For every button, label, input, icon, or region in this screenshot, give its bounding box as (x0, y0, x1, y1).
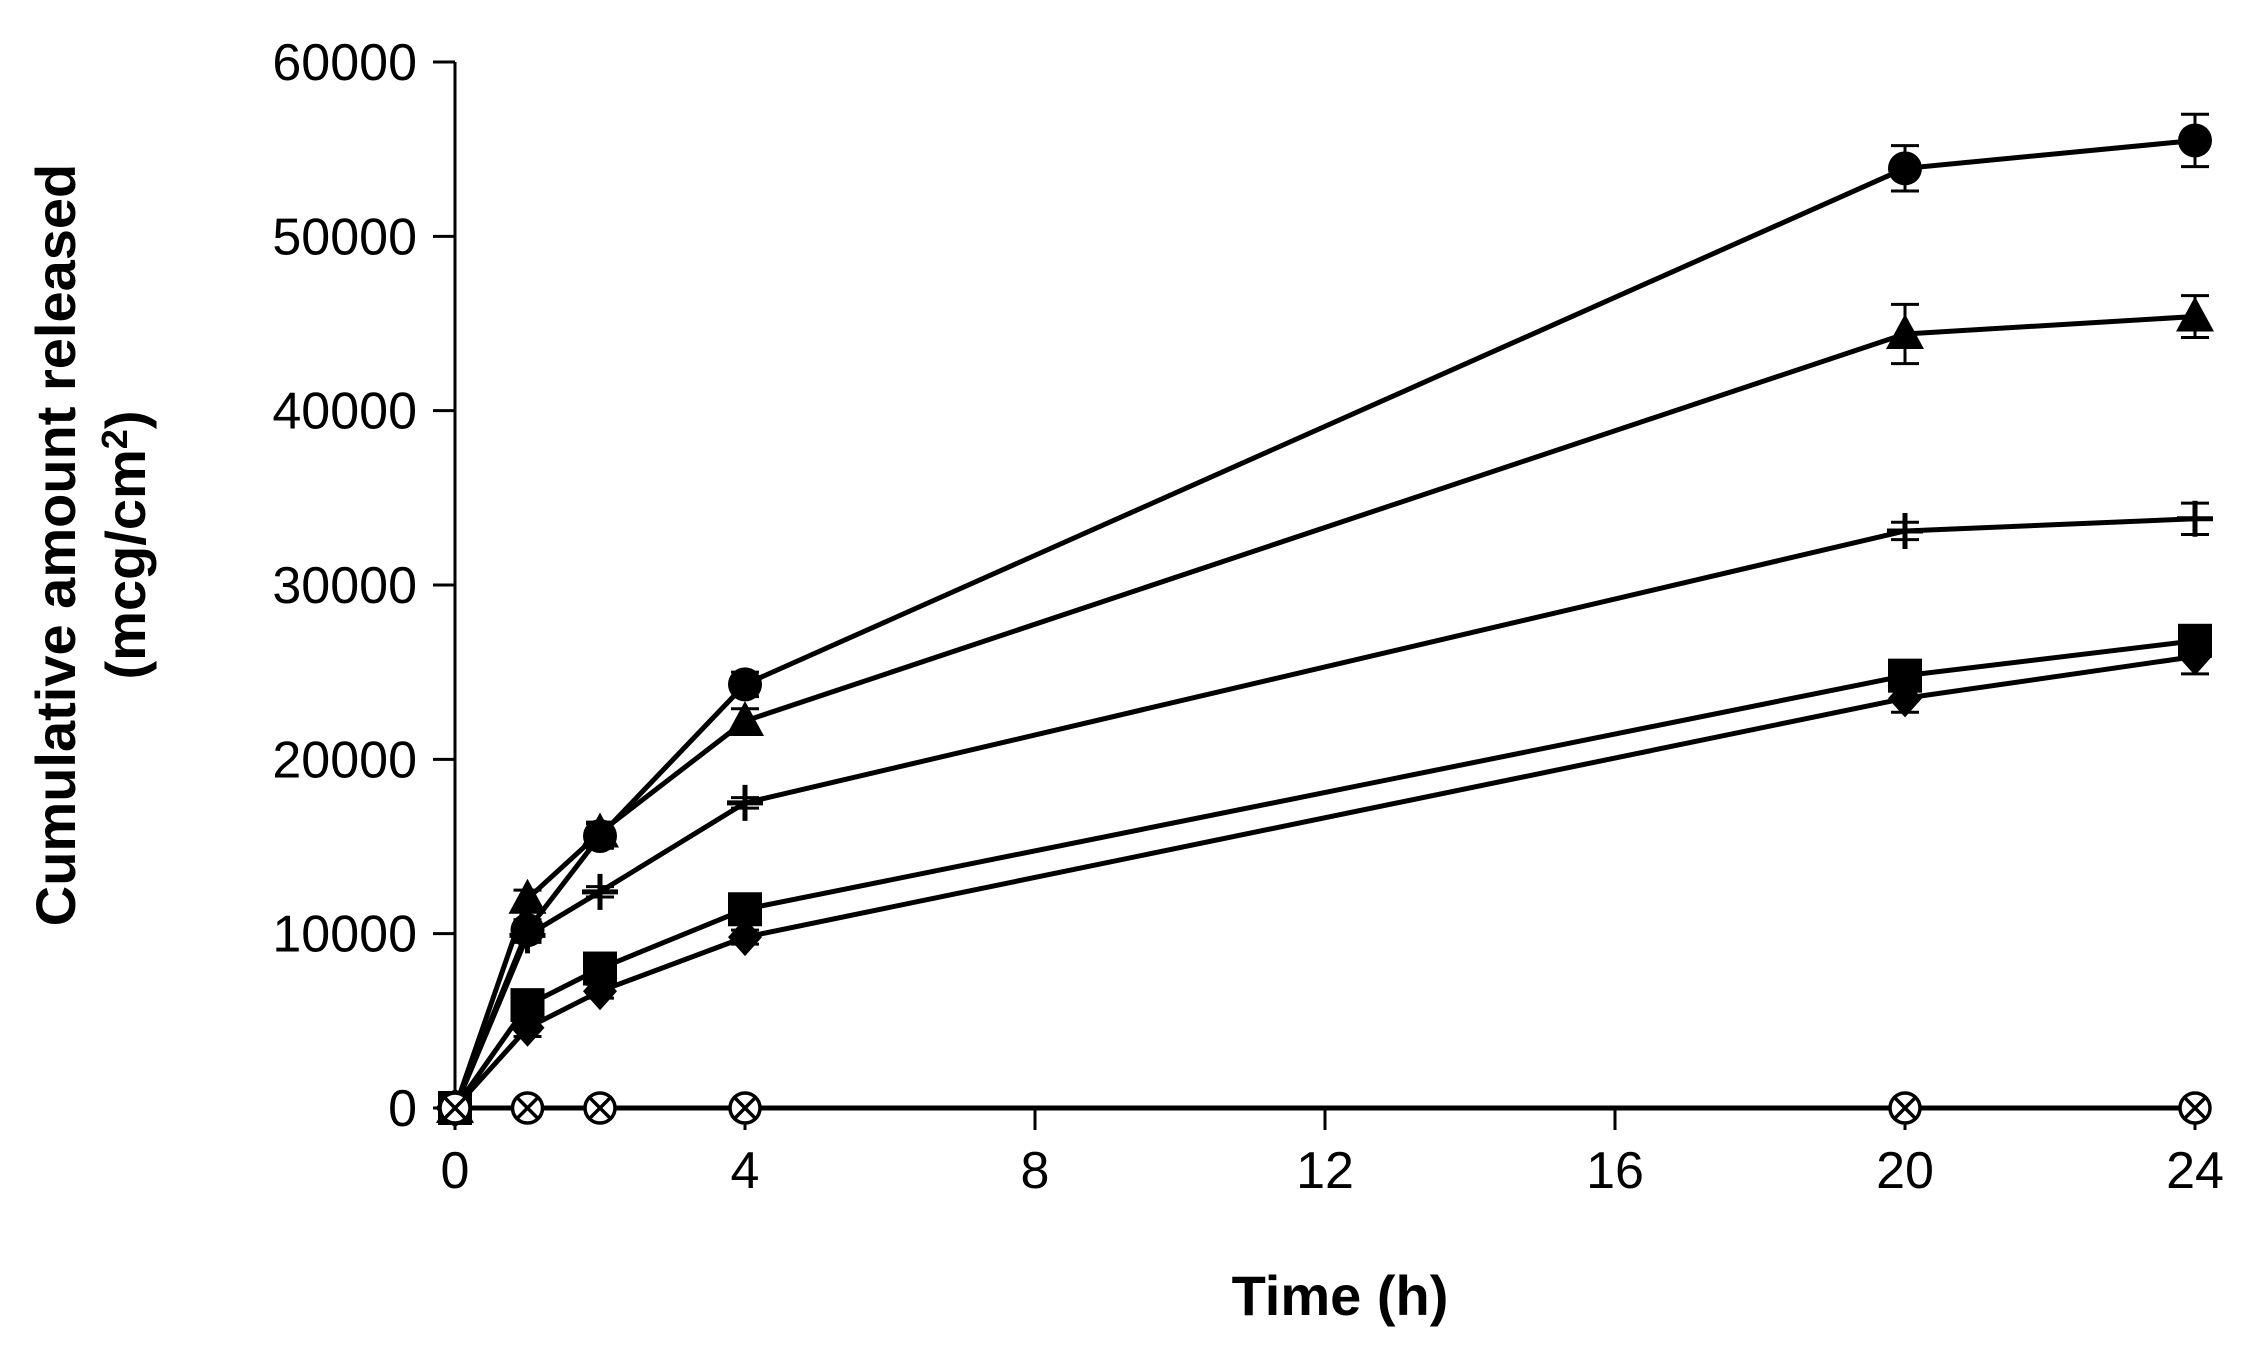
diamond-marker (728, 918, 762, 957)
plus-marker (582, 873, 618, 910)
y-axis-title-unit: (mcg/cm (94, 449, 157, 679)
y-axis-title-close-paren: ) (94, 411, 157, 430)
y-tick-label: 20000 (272, 731, 417, 789)
x-axis-title: Time (h) (1232, 1264, 1449, 1327)
circle-marker (728, 667, 762, 702)
plus-marker (727, 784, 763, 821)
series-circle-x (438, 1091, 2212, 1125)
x-tick-label: 0 (441, 1142, 470, 1200)
series-line (452, 516, 2196, 1109)
y-axis-title-superscript: 2 (94, 429, 135, 449)
y-axis-title-line1: Cumulative amount released (24, 164, 87, 926)
series-line (452, 638, 2196, 1110)
x-tick-label: 4 (731, 1142, 760, 1200)
series-layer (436, 112, 2214, 1127)
plus-marker (509, 917, 546, 954)
circle-marker (2178, 123, 2212, 158)
series-plus (437, 500, 2213, 1126)
circle-x-cross (1893, 1096, 1917, 1120)
series-line (453, 654, 2196, 1110)
x-tick-label: 24 (2166, 1142, 2224, 1200)
x-tick-label: 16 (1586, 1142, 1644, 1200)
diamond-marker (2178, 637, 2212, 676)
plus-marker (2177, 500, 2213, 537)
circle-x-cross (2183, 1096, 2207, 1120)
series-square (438, 623, 2212, 1125)
circle-marker (1888, 151, 1922, 186)
series-diamond (438, 637, 2212, 1127)
series-triangle (436, 294, 2214, 1123)
diamond-marker (583, 972, 617, 1011)
circle-x-cross (515, 1096, 540, 1120)
series-circle (438, 112, 2212, 1125)
circle-x-cross (443, 1096, 467, 1120)
y-tick-label: 40000 (272, 383, 417, 441)
y-tick-label: 0 (388, 1080, 417, 1138)
y-tick-label: 60000 (272, 34, 417, 92)
series-line (452, 137, 2196, 1109)
triangle-marker (508, 878, 547, 914)
axes: 0 10000 20000 30000 40000 50000 60000 0 4 8 12 16 20… (272, 34, 2224, 1200)
circle-x-cross (588, 1096, 612, 1120)
x-tick-label: 12 (1296, 1142, 1354, 1200)
y-tick-label: 10000 (272, 906, 417, 964)
triangle-marker (1886, 313, 1924, 349)
triangle-marker (2176, 296, 2214, 332)
circle-x-cross (733, 1096, 757, 1120)
x-tick-label: 20 (1876, 1142, 1934, 1200)
triangle-marker (581, 812, 619, 848)
diamond-marker (510, 1008, 545, 1047)
plus-marker (1887, 512, 1923, 549)
y-tick-label: 30000 (272, 557, 417, 615)
x-tick-label: 8 (1021, 1142, 1050, 1200)
y-tick-label: 50000 (272, 208, 417, 266)
y-axis-title-line2: (mcg/cm2) (94, 411, 157, 680)
diamond-marker (1888, 679, 1922, 718)
triangle-marker (726, 700, 764, 736)
